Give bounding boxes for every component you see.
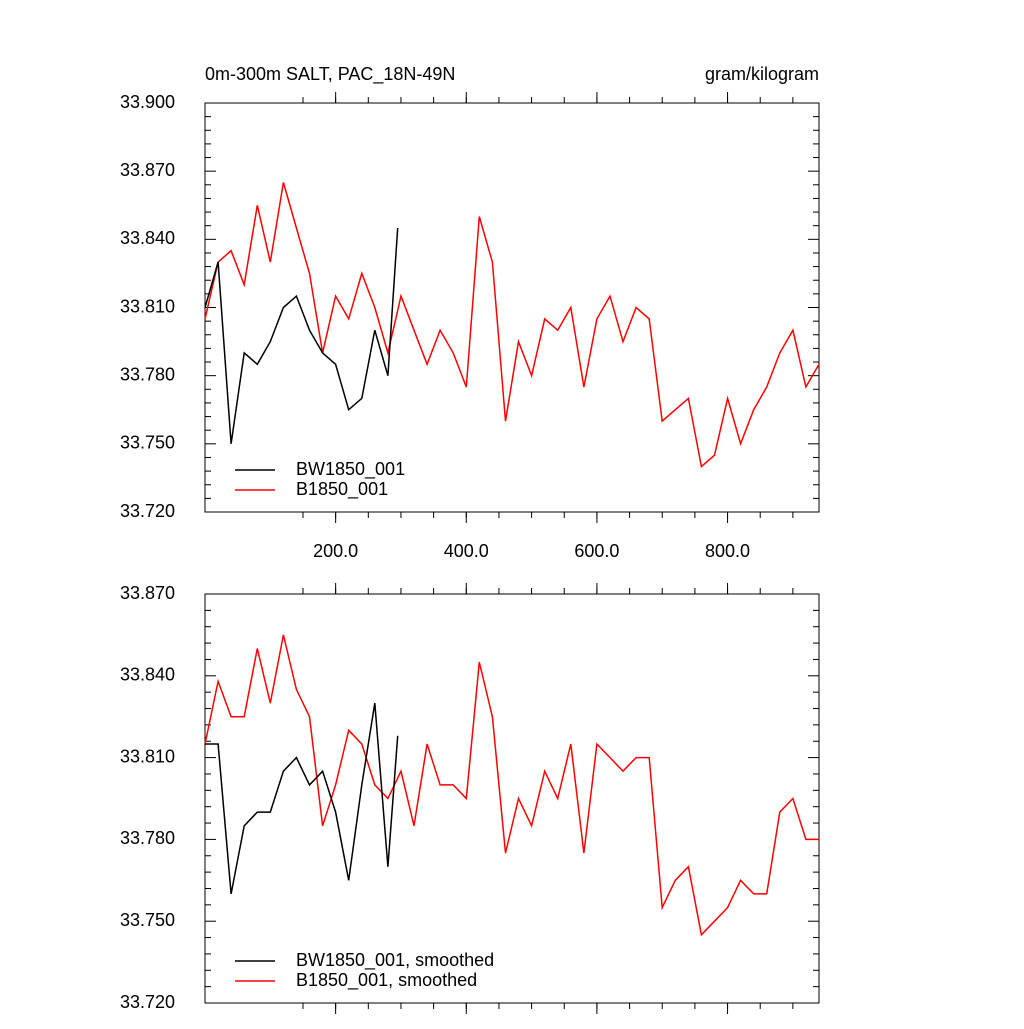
x-tick-label: 800.0 bbox=[705, 541, 750, 561]
data-line bbox=[204, 634, 819, 937]
data-line bbox=[204, 182, 820, 469]
units-label: gram/kilogram bbox=[705, 64, 819, 84]
legend-label: B1850_001, smoothed bbox=[296, 970, 477, 991]
y-tick-label: 33.870 bbox=[120, 583, 175, 603]
legend-label: B1850_001 bbox=[296, 479, 388, 500]
y-tick-label: 33.750 bbox=[120, 433, 175, 453]
y-tick-label: 33.780 bbox=[120, 828, 175, 848]
y-tick-label: 33.720 bbox=[120, 992, 175, 1012]
y-tick-label: 33.720 bbox=[120, 501, 175, 521]
chart-title: 0m-300m SALT, PAC_18N-49N bbox=[205, 64, 455, 85]
y-tick-label: 33.900 bbox=[120, 92, 175, 112]
plot-frame bbox=[204, 102, 820, 513]
legend-label: BW1850_001 bbox=[296, 459, 405, 480]
y-tick-label: 33.870 bbox=[120, 160, 175, 180]
y-tick-label: 33.840 bbox=[120, 665, 175, 685]
plot-frame bbox=[204, 593, 820, 1004]
data-line bbox=[205, 702, 399, 895]
y-tick-label: 33.780 bbox=[120, 364, 175, 384]
y-tick-label: 33.750 bbox=[120, 910, 175, 930]
x-tick-label: 600.0 bbox=[574, 541, 619, 561]
x-tick-label: 400.0 bbox=[444, 541, 489, 561]
y-tick-label: 33.840 bbox=[120, 228, 175, 248]
x-tick-label: 200.0 bbox=[313, 541, 358, 561]
y-tick-label: 33.810 bbox=[120, 746, 175, 766]
y-tick-label: 33.810 bbox=[120, 296, 175, 316]
data-line bbox=[204, 227, 399, 444]
legend-label: BW1850_001, smoothed bbox=[296, 950, 494, 971]
